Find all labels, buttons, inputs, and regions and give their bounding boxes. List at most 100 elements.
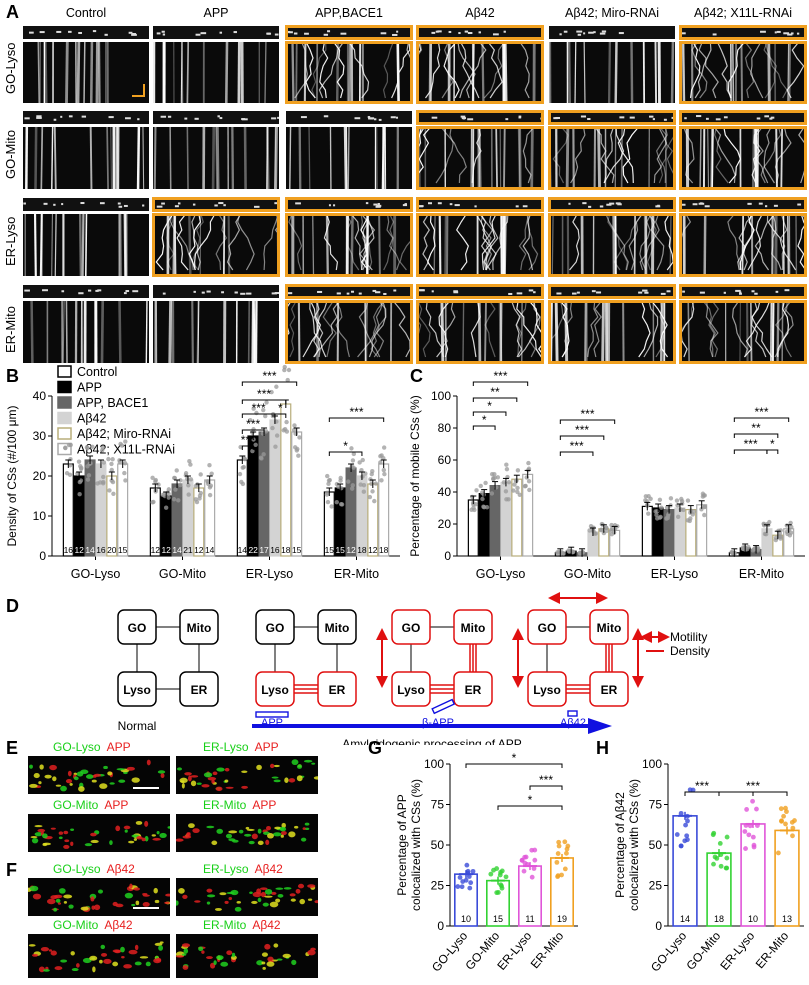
puncta	[103, 958, 112, 964]
data-point	[654, 512, 659, 518]
strip-dot	[317, 290, 323, 293]
kymo-trace	[196, 301, 199, 363]
data-point	[580, 549, 585, 555]
processing-label: Amyloidogenic processing of APP	[342, 737, 521, 745]
kymo-trace	[440, 127, 467, 184]
strip-dot	[88, 289, 92, 292]
puncta	[116, 768, 125, 771]
micrograph	[176, 756, 318, 794]
bar	[247, 435, 259, 557]
strip-dots	[431, 115, 543, 121]
strip-dot	[393, 289, 397, 292]
puncta	[158, 945, 164, 951]
data-point	[90, 444, 95, 450]
puncta	[272, 832, 282, 837]
kymo-trace	[518, 214, 530, 271]
strip-dot	[758, 202, 763, 205]
puncta	[128, 949, 138, 955]
data-point	[350, 483, 355, 488]
y-tick-label: 75	[431, 798, 445, 812]
kymo-trace	[181, 42, 184, 103]
kymo-trace	[654, 42, 658, 103]
micrograph-signal	[28, 883, 170, 913]
puncta	[280, 830, 287, 836]
puncta	[29, 764, 33, 769]
significance-label: ***	[744, 437, 758, 451]
data-point	[173, 487, 178, 492]
strip-dot	[376, 204, 382, 207]
n-label: 15	[325, 545, 335, 555]
puncta	[251, 833, 258, 840]
node-box	[317, 671, 357, 707]
kymo-trace	[297, 301, 301, 363]
kymo-trace	[359, 214, 369, 271]
category-label: GO-Lyso	[476, 567, 526, 581]
kymo-trace	[364, 301, 367, 363]
strip-dot	[201, 291, 205, 294]
kymo-trace	[360, 214, 376, 271]
data-point	[188, 462, 193, 467]
bar	[62, 463, 74, 557]
kymo-trace	[78, 214, 83, 276]
significance-label: ***	[580, 407, 594, 421]
significance-bracket	[559, 451, 594, 456]
data-point	[787, 533, 793, 538]
kymo-trace	[751, 127, 761, 184]
kymo-trace	[480, 214, 492, 271]
puncta	[224, 779, 229, 783]
puncta	[86, 774, 94, 779]
y-tick-label: 50	[649, 838, 663, 852]
data-point	[746, 832, 752, 838]
data-point	[351, 465, 356, 470]
puncta	[314, 900, 318, 904]
kymograph-traces	[288, 214, 412, 276]
kymo-trace	[286, 301, 292, 338]
column-header: Control	[65, 6, 107, 20]
y-tick-label: 20	[33, 469, 47, 483]
puncta	[63, 844, 70, 849]
kymo-trace	[673, 301, 675, 319]
kymograph-traces	[417, 42, 536, 103]
strip-dot	[437, 202, 442, 205]
kymo-trace	[43, 42, 48, 103]
puncta	[225, 833, 233, 839]
puncta	[216, 828, 224, 834]
data-point	[751, 842, 757, 848]
puncta	[246, 828, 255, 831]
data-point	[744, 807, 750, 812]
strip-dot	[427, 202, 433, 205]
strip-dots	[29, 30, 137, 36]
data-point	[240, 465, 245, 470]
data-point	[678, 843, 684, 849]
strip-dot	[712, 33, 717, 36]
kymo-trace	[333, 42, 345, 99]
micrograph-signal	[28, 941, 164, 973]
strip-dot	[372, 289, 377, 292]
puncta	[44, 774, 52, 779]
puncta	[291, 959, 297, 966]
data-point	[107, 488, 112, 493]
row-header: ER-Mito	[3, 306, 18, 353]
kymo-trace	[274, 127, 278, 189]
data-point	[106, 456, 111, 462]
bar	[489, 484, 501, 557]
strip-dot	[680, 32, 686, 35]
strip-dots	[682, 289, 790, 295]
kymo-trace	[263, 214, 279, 271]
kymo-trace	[731, 301, 748, 358]
puncta	[266, 961, 275, 967]
strip-dot	[223, 204, 226, 207]
puncta	[100, 944, 106, 950]
n-label: 12	[346, 545, 356, 555]
kymo-strip	[285, 284, 413, 299]
puncta	[90, 839, 99, 844]
puncta	[225, 786, 234, 789]
strip-dot	[601, 30, 607, 33]
strip-dot	[660, 292, 666, 295]
kymo-trace	[322, 301, 337, 358]
red-channel-label: Aβ42	[248, 862, 283, 876]
data-point	[207, 462, 212, 468]
significance-label: *	[528, 793, 533, 807]
kymograph	[679, 41, 807, 104]
kymo-trace	[425, 301, 444, 358]
